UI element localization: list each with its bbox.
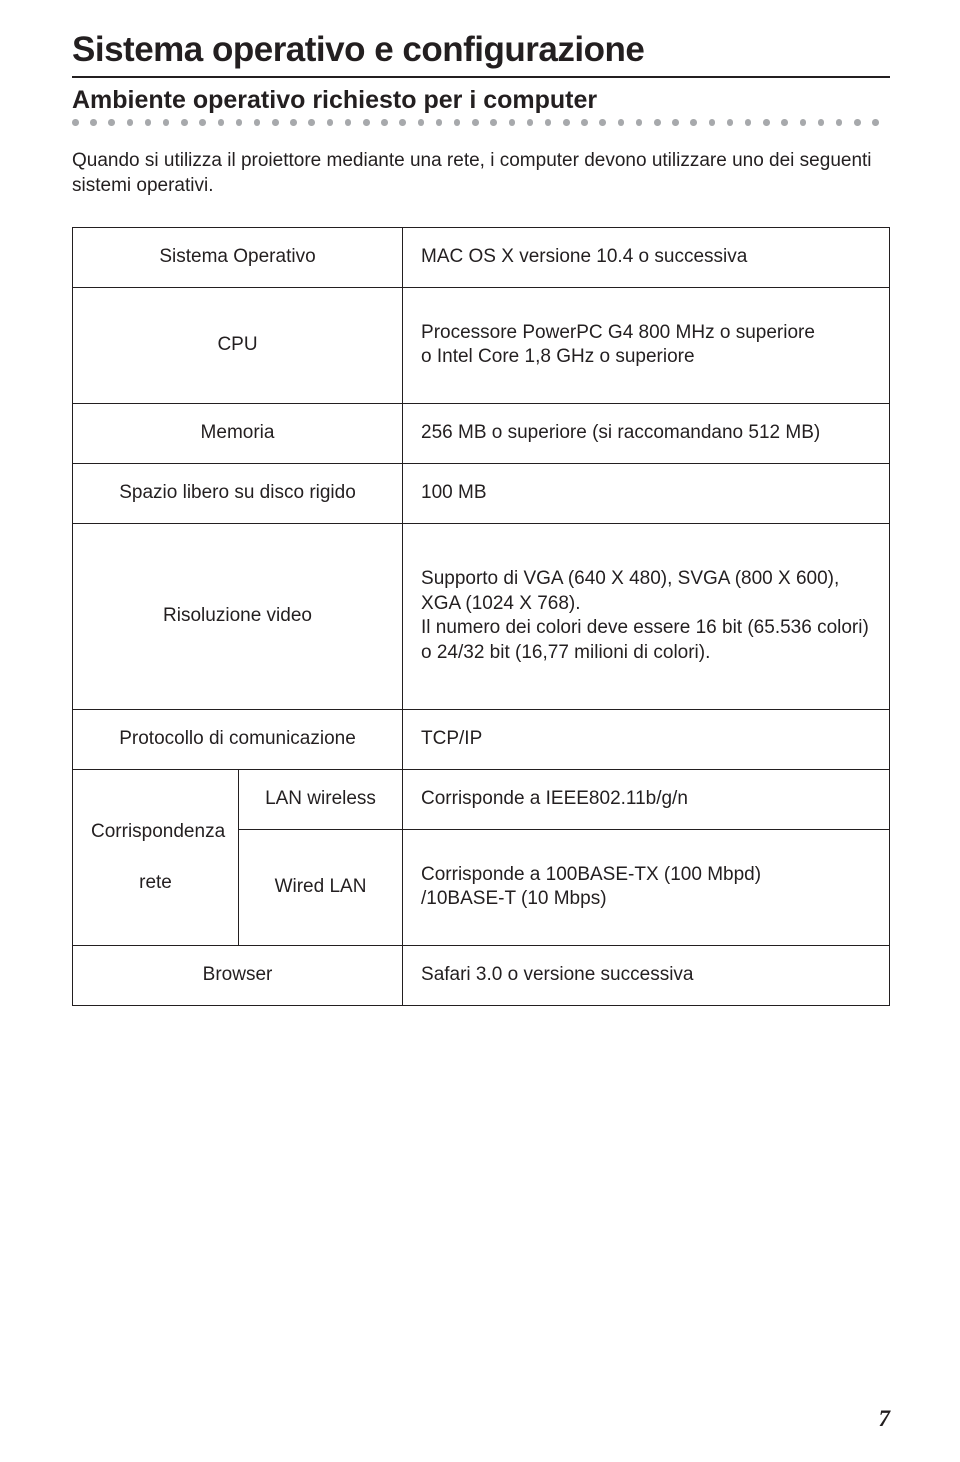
title-underline [72, 76, 890, 78]
dot-icon [545, 119, 552, 126]
dot-icon [472, 119, 479, 126]
dot-icon [108, 119, 115, 126]
page-number: 7 [879, 1406, 891, 1432]
dot-icon [418, 119, 425, 126]
dot-icon [308, 119, 315, 126]
dot-icon [527, 119, 534, 126]
dot-icon [399, 119, 406, 126]
dot-icon [363, 119, 370, 126]
dot-icon [454, 119, 461, 126]
label-browser: Browser [73, 945, 403, 1005]
dot-icon [290, 119, 297, 126]
dotted-divider [72, 119, 890, 126]
label-cpu: CPU [73, 287, 403, 403]
dot-icon [690, 119, 697, 126]
dot-icon [127, 119, 134, 126]
dot-icon [599, 119, 606, 126]
dot-icon [181, 119, 188, 126]
dot-icon [818, 119, 825, 126]
label-memory: Memoria [73, 403, 403, 463]
dot-icon [581, 119, 588, 126]
intro-paragraph: Quando si utilizza il proiettore mediant… [72, 148, 890, 199]
dot-icon [381, 119, 388, 126]
value-disk: 100 MB [403, 463, 890, 523]
label-network-group: Corrispondenzarete [73, 769, 239, 945]
dot-icon [145, 119, 152, 126]
dot-icon [563, 119, 570, 126]
dot-icon [236, 119, 243, 126]
dot-icon [763, 119, 770, 126]
label-protocol: Protocollo di comunicazione [73, 709, 403, 769]
dot-icon [654, 119, 661, 126]
dot-icon [272, 119, 279, 126]
value-browser: Safari 3.0 o versione successiva [403, 945, 890, 1005]
dot-icon [436, 119, 443, 126]
dot-icon [199, 119, 206, 126]
dot-icon [854, 119, 861, 126]
dot-icon [163, 119, 170, 126]
dot-icon [745, 119, 752, 126]
dot-icon [345, 119, 352, 126]
dot-icon [672, 119, 679, 126]
value-protocol: TCP/IP [403, 709, 890, 769]
value-wired-lan: Corrisponde a 100BASE-TX (100 Mbpd)/10BA… [403, 829, 890, 945]
dot-icon [72, 119, 79, 126]
dot-icon [218, 119, 225, 126]
dot-icon [836, 119, 843, 126]
dot-icon [509, 119, 516, 126]
dot-icon [636, 119, 643, 126]
label-video: Risoluzione video [73, 523, 403, 709]
dot-icon [872, 119, 879, 126]
label-os: Sistema Operativo [73, 227, 403, 287]
dot-icon [90, 119, 97, 126]
dot-icon [327, 119, 334, 126]
requirements-table: Sistema Operativo MAC OS X versione 10.4… [72, 227, 890, 1006]
dot-icon [800, 119, 807, 126]
label-disk: Spazio libero su disco rigido [73, 463, 403, 523]
dot-icon [618, 119, 625, 126]
label-wired-lan: Wired LAN [239, 829, 403, 945]
page-subtitle: Ambiente operativo richiesto per i compu… [72, 86, 890, 115]
page-title: Sistema operativo e configurazione [72, 30, 890, 70]
label-wlan: LAN wireless [239, 769, 403, 829]
value-memory: 256 MB o superiore (si raccomandano 512 … [403, 403, 890, 463]
dot-icon [490, 119, 497, 126]
dot-icon [781, 119, 788, 126]
value-cpu: Processore PowerPC G4 800 MHz o superior… [403, 287, 890, 403]
value-os: MAC OS X versione 10.4 o successiva [403, 227, 890, 287]
dot-icon [254, 119, 261, 126]
dot-icon [727, 119, 734, 126]
dot-icon [709, 119, 716, 126]
value-wlan: Corrisponde a IEEE802.11b/g/n [403, 769, 890, 829]
value-video: Supporto di VGA (640 X 480), SVGA (800 X… [403, 523, 890, 709]
